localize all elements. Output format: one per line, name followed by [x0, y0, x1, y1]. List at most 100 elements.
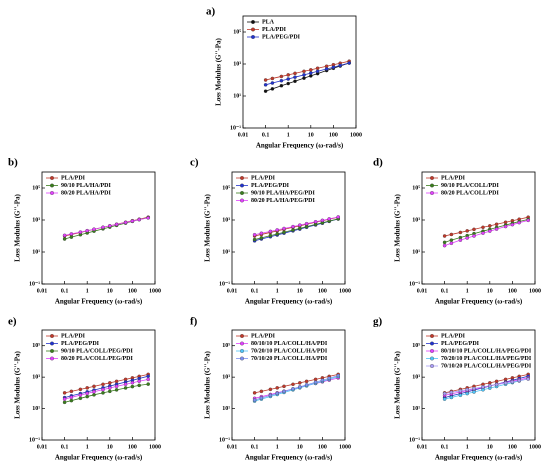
data-point	[309, 71, 313, 75]
data-point	[69, 232, 74, 236]
data-point	[92, 393, 96, 397]
legend-label: 80/20 PLA/HA/PEG/PDI	[251, 198, 316, 204]
data-point	[458, 389, 463, 393]
data-point	[449, 241, 454, 246]
y-tick-label: 10⁻¹	[409, 281, 420, 287]
legend-marker	[240, 183, 244, 188]
x-tick-label: 1000	[529, 288, 541, 294]
data-point	[78, 387, 83, 392]
legend-label: PLA	[262, 19, 275, 25]
data-point	[92, 384, 96, 389]
y-tick-label: 10⁵	[412, 185, 420, 191]
data-point	[304, 379, 309, 384]
legend-marker	[240, 334, 244, 338]
data-point	[282, 389, 286, 394]
series-line	[64, 373, 149, 394]
data-point	[114, 384, 119, 389]
legend-label: 70/10/20 PLA/COLL/HA/PDI	[251, 356, 328, 362]
x-tick-label: 100	[128, 288, 137, 294]
x-tick-label: 0.1	[262, 132, 270, 138]
series-line	[254, 216, 339, 236]
x-tick-label: 10	[487, 288, 493, 294]
legend-label: 70/20/10 PLA/COLL/HA/PEG/PDI	[441, 356, 532, 362]
data-point	[282, 230, 286, 235]
y-tick-label: 10⁻¹	[230, 125, 241, 131]
panel-label: a)	[206, 6, 216, 18]
data-point	[108, 224, 112, 228]
data-point	[472, 386, 476, 391]
legend-label: 90/10 PLA/COLL/PDI	[441, 183, 500, 189]
data-point	[327, 376, 331, 380]
x-tick-label: 100	[128, 444, 137, 450]
data-point	[293, 75, 297, 79]
x-tick-label: 1	[287, 132, 290, 138]
y-tick-label: 10¹	[32, 249, 40, 255]
x-axis-label: Angular Frequency (ω-rad/s)	[55, 454, 143, 462]
y-tick-label: 10⁻¹	[29, 437, 40, 443]
data-point	[268, 393, 273, 398]
legend-marker	[50, 349, 54, 353]
y-axis-label: Loss Modulus (G''-Pa)	[204, 193, 212, 261]
series-line	[444, 373, 529, 394]
x-tick-label: 1000	[339, 288, 351, 294]
data-point	[69, 235, 74, 239]
data-point	[494, 227, 499, 231]
y-tick-label: 10⁻¹	[409, 437, 420, 443]
x-tick-label: 0.01	[238, 132, 249, 138]
data-point	[494, 379, 499, 384]
data-point	[259, 389, 264, 394]
data-point	[69, 395, 74, 400]
data-point	[286, 81, 290, 86]
x-tick-label: 1000	[339, 444, 351, 450]
y-axis-label: Loss Modulus (G''-Pa)	[394, 350, 402, 418]
plot-frame	[231, 329, 346, 441]
y-tick-label: 10⁻¹	[29, 281, 40, 287]
data-point	[494, 382, 499, 387]
data-point	[286, 77, 290, 81]
y-tick-label: 10⁵	[233, 29, 241, 35]
y-tick-label: 10³	[412, 217, 420, 223]
legend-marker	[50, 183, 54, 188]
legend-label: 80/10/10 PLA/COLL/HA/PDI	[251, 341, 328, 347]
x-tick-label: 1	[276, 444, 279, 450]
legend-marker	[430, 356, 434, 361]
x-tick-label: 10	[297, 444, 303, 450]
legend-label: 80/20 PLA/HA/PDI	[61, 190, 111, 196]
data-point	[320, 378, 325, 382]
x-axis-label: Angular Frequency (ω-rad/s)	[256, 142, 344, 150]
data-point	[62, 391, 67, 395]
data-point	[347, 61, 351, 65]
data-point	[108, 381, 112, 385]
legend-marker	[430, 176, 434, 180]
data-point	[268, 233, 273, 238]
series-line	[64, 217, 149, 236]
data-point	[263, 83, 268, 87]
series-line	[444, 378, 529, 394]
panel: g) 0.01 0.1 1 10 100 1000 10⁻¹ 10¹ 10³ 10⁵ Angular …	[373, 316, 541, 462]
data-point	[78, 396, 83, 401]
data-point	[331, 65, 336, 69]
legend-label: PLA/PDI	[251, 333, 276, 339]
y-tick-label: 10³	[32, 375, 40, 381]
x-tick-label: 100	[318, 288, 327, 294]
plot-frame	[421, 329, 536, 441]
data-point	[85, 394, 89, 399]
panel-label: d)	[373, 157, 383, 169]
data-point	[252, 391, 257, 395]
data-point	[78, 230, 83, 234]
legend-marker	[251, 27, 255, 32]
y-axis-label: Loss Modulus (G''-Pa)	[204, 350, 212, 418]
data-point	[465, 236, 469, 240]
data-point	[69, 389, 74, 394]
x-tick-label: 10	[107, 288, 113, 294]
series-line	[64, 378, 149, 400]
data-point	[146, 216, 150, 220]
data-point	[517, 220, 521, 225]
x-tick-label: 0.1	[251, 444, 259, 450]
data-point	[130, 219, 135, 223]
data-point	[517, 378, 521, 383]
x-axis-label: Angular Frequency (ω-rad/s)	[245, 298, 333, 306]
data-point	[309, 68, 313, 72]
legend-marker	[430, 364, 434, 368]
legend-label: 80/10/10 PLA/COLL/HA/PEG/PDI	[441, 348, 532, 354]
